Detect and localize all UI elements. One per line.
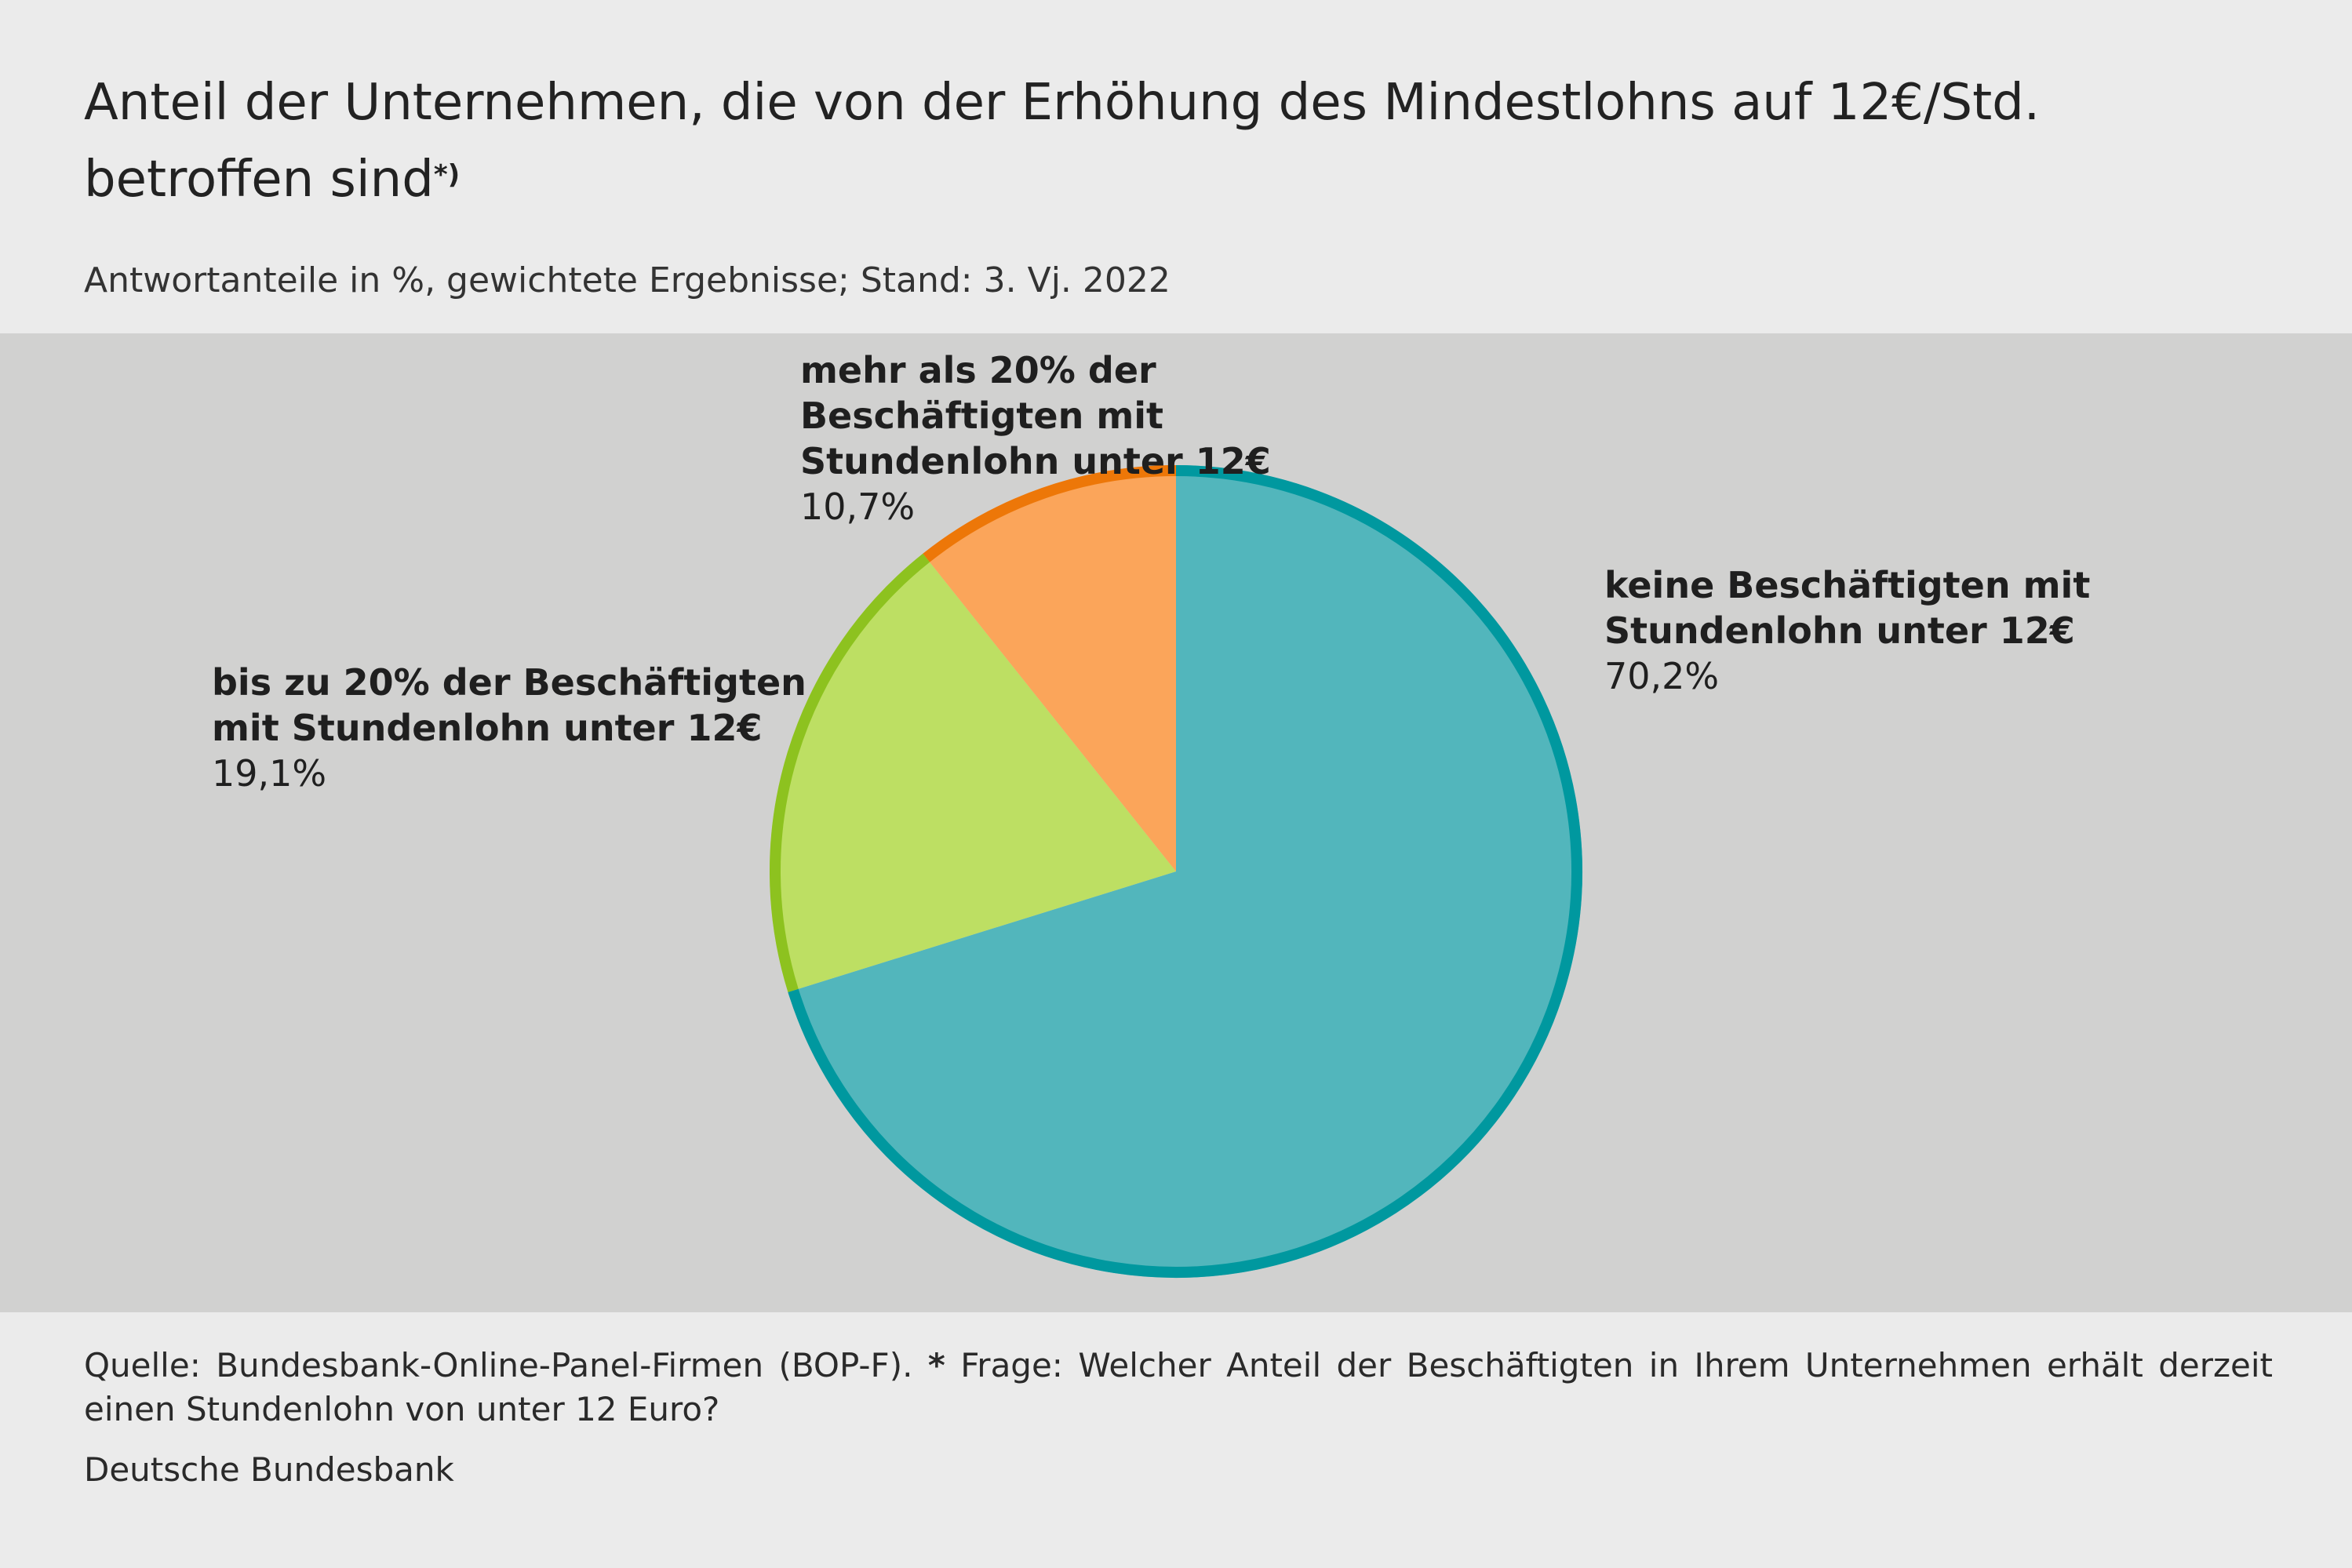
publisher-name: Deutsche Bundesbank	[84, 1450, 454, 1489]
slice-label-keine-value: 70,2%	[1604, 655, 1720, 697]
pie-slice-keine	[788, 465, 1582, 1278]
chart-footer	[0, 1324, 2352, 1568]
chart-title: Anteil der Unternehmen, die von der Erhö…	[84, 64, 2265, 218]
slice-label-bis-20: bis zu 20% der Beschäftigten mit Stunden…	[212, 660, 808, 796]
chart-header: Anteil der Unternehmen, die von der Erhö…	[0, 0, 2352, 322]
slice-label-mehr-20-name: mehr als 20% der Beschäftigten mit Stund…	[800, 349, 1271, 482]
source-prefix: Quelle: Bundesbank-Online-Panel-Firmen (…	[84, 1346, 913, 1384]
source-question: Frage: Welcher Anteil der Beschäftigten …	[84, 1346, 2273, 1428]
source-star: *	[927, 1346, 945, 1384]
pie-chart	[770, 465, 1582, 1278]
chart-subtitle: Antwortanteile in %, gewichtete Ergebnis…	[84, 260, 1171, 300]
slice-label-keine-name: keine Beschäftigten mit Stundenlohn unte…	[1604, 564, 2091, 652]
plot-area: keine Beschäftigten mit Stundenlohn unte…	[0, 333, 2352, 1312]
slice-label-mehr-20: mehr als 20% der Beschäftigten mit Stund…	[800, 347, 1396, 529]
source-note: Quelle: Bundesbank-Online-Panel-Firmen (…	[84, 1344, 2273, 1432]
pie-slice-rim-mehr-20	[923, 465, 1177, 562]
pie-slice-rim-keine	[788, 465, 1582, 1278]
pie-slice-mehr-20	[923, 465, 1176, 871]
slice-label-bis-20-name: bis zu 20% der Beschäftigten mit Stunden…	[212, 661, 806, 749]
slice-label-mehr-20-value: 10,7%	[800, 486, 916, 528]
title-footnote-marker: *)	[433, 159, 461, 191]
chart-title-text: Anteil der Unternehmen, die von der Erhö…	[84, 74, 2041, 209]
slice-label-keine: keine Beschäftigten mit Stundenlohn unte…	[1604, 562, 2201, 699]
pie-slice-rim-bis-20	[770, 553, 930, 992]
slice-label-bis-20-value: 19,1%	[212, 752, 327, 795]
pie-slice-bis-20	[770, 553, 1176, 992]
